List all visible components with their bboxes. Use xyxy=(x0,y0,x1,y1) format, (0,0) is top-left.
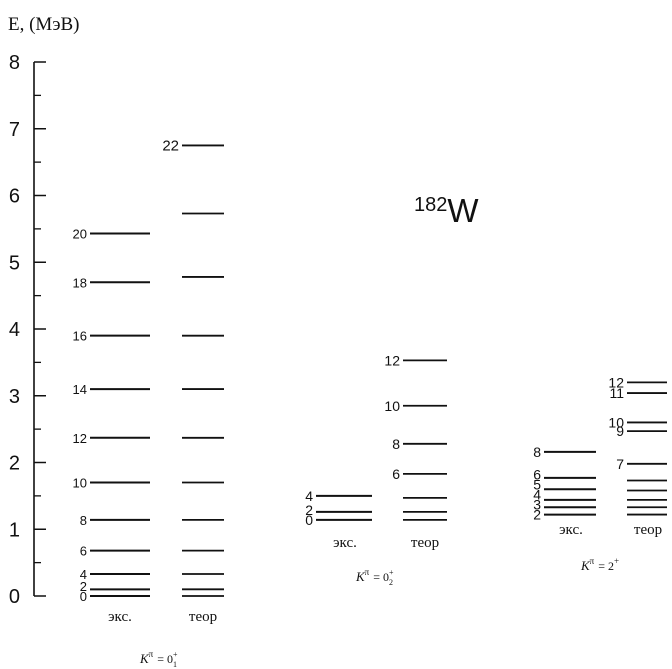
band-0: 024 6 8 10 12 14 16 18 20 22 экс. теор Kπ = 01+ xyxy=(73,137,224,669)
exp-spin-label: 8 xyxy=(533,444,541,460)
y-axis-label: E, (МэВ) xyxy=(8,14,79,35)
y-tick-label: 1 xyxy=(9,519,20,541)
exp-spin-label: 4 xyxy=(533,487,541,503)
k-superscript: + xyxy=(389,568,394,577)
y-tick-label: 2 xyxy=(9,453,20,475)
exp-column-label: экс. xyxy=(333,535,357,551)
exp-spin-label: 3 xyxy=(533,497,541,513)
exp-spin-label: 2 xyxy=(305,502,313,518)
k-subscript: 2 xyxy=(389,578,393,587)
exp-spin-label: 2 xyxy=(533,507,541,523)
theory-spin-label: 6 xyxy=(392,466,400,482)
pi-superscript: π xyxy=(365,567,370,577)
exp-spin-label: 12 xyxy=(73,431,87,446)
exp-spin-label: 6 xyxy=(533,467,541,483)
k-value: = 0 xyxy=(157,652,173,666)
exp-spin-label: 16 xyxy=(73,329,87,344)
k-superscript: + xyxy=(173,650,178,659)
theory-spin-label: 8 xyxy=(392,436,400,452)
y-tick-label: 3 xyxy=(9,386,20,408)
y-axis: 0 1 2 3 4 5 6 7 8 E, (МэВ) xyxy=(8,14,79,608)
k-value: = 2 xyxy=(598,559,614,573)
exp-spin-label: 0 xyxy=(80,589,87,604)
exp-spin-label: 6 xyxy=(80,544,87,559)
theory-spin-label: 12 xyxy=(608,374,624,390)
k-pi-label: Kπ = 02+ xyxy=(355,567,394,587)
theory-column-label: теор xyxy=(189,609,217,625)
theory-column-label: теор xyxy=(411,535,439,551)
exp-spin-label: 18 xyxy=(73,275,87,290)
k-symbol: K xyxy=(139,651,150,666)
k-superscript: + xyxy=(614,556,619,566)
exp-spin-label: 14 xyxy=(73,382,87,397)
k-pi-label: Kπ = 01+ xyxy=(139,649,178,669)
exp-spin-label: 4 xyxy=(80,567,87,582)
theory-spin-label: 10 xyxy=(384,398,400,414)
nucleus-title: 182W xyxy=(414,192,479,229)
exp-spin-label: 5 xyxy=(533,477,541,493)
exp-spin-label: 8 xyxy=(80,513,87,528)
exp-spin-label: 0 xyxy=(305,512,313,528)
y-tick-label: 6 xyxy=(9,186,20,208)
y-tick-label: 8 xyxy=(9,52,20,74)
theory-spin-label: 11 xyxy=(609,385,624,401)
nucleus-symbol: W xyxy=(447,192,479,229)
theory-spin-label: 7 xyxy=(616,456,624,472)
exp-spin-label: 20 xyxy=(73,227,87,242)
theory-spin-label: 22 xyxy=(162,137,179,154)
exp-spin-label: 4 xyxy=(305,488,313,504)
y-tick-label: 4 xyxy=(9,319,20,341)
theory-spin-label: 9 xyxy=(616,423,624,439)
pi-superscript: π xyxy=(590,556,595,566)
exp-spin-label: 2 xyxy=(80,579,87,594)
exp-column-label: экс. xyxy=(559,522,583,538)
y-ticks: 0 1 2 3 4 5 6 7 8 xyxy=(9,52,46,608)
theory-spin-label: 12 xyxy=(384,352,400,368)
k-pi-label: Kπ = 2+ xyxy=(580,556,619,573)
y-tick-label: 0 xyxy=(9,586,20,608)
exp-column-label: экс. xyxy=(108,609,132,625)
nucleus-mass-number: 182 xyxy=(414,194,447,216)
theory-column-label: теор xyxy=(634,522,662,538)
exp-spin-label: 10 xyxy=(73,476,87,491)
y-tick-label: 5 xyxy=(9,252,20,274)
k-symbol: K xyxy=(580,558,591,573)
k-subscript: 1 xyxy=(173,660,177,669)
k-value: = 0 xyxy=(373,570,389,584)
theory-spin-label: 10 xyxy=(608,414,624,430)
k-symbol: K xyxy=(355,569,366,584)
pi-superscript: π xyxy=(149,649,154,659)
y-tick-label: 7 xyxy=(9,119,20,141)
